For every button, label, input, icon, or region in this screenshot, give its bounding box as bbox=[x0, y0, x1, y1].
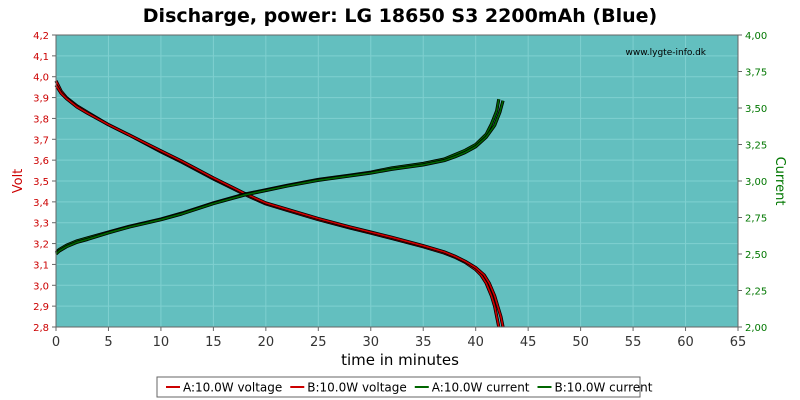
y-left-tick-label: 3,4 bbox=[33, 198, 49, 209]
y-left-tick-label: 3,3 bbox=[33, 219, 49, 230]
y-axis-right-label: Current bbox=[772, 157, 787, 206]
x-tick-label: 65 bbox=[730, 335, 747, 350]
x-tick-label: 40 bbox=[467, 335, 484, 350]
legend-label: B:10.0W current bbox=[555, 381, 653, 395]
y-right-tick-label: 3,00 bbox=[745, 177, 767, 188]
y-right-tick-label: 3,50 bbox=[745, 104, 767, 115]
x-tick-label: 15 bbox=[205, 335, 222, 350]
legend: A:10.0W voltage B:10.0W voltage A:10.0W cu… bbox=[166, 381, 653, 395]
x-tick-label: 10 bbox=[153, 335, 170, 350]
x-tick-label: 20 bbox=[258, 335, 275, 350]
x-tick-label: 50 bbox=[572, 335, 589, 350]
series-line bbox=[55, 84, 504, 328]
y-right-tick-label: 3,75 bbox=[745, 68, 767, 79]
x-axis-label: time in minutes bbox=[341, 351, 459, 369]
x-tick-label: 30 bbox=[362, 335, 379, 350]
y-left-tick-label: 3,6 bbox=[33, 156, 49, 167]
x-tick-label: 60 bbox=[677, 335, 694, 350]
watermark: www.lygte-info.dk bbox=[626, 48, 707, 58]
legend-label: A:10.0W current bbox=[432, 381, 530, 395]
legend-label: B:10.0W voltage bbox=[307, 381, 407, 395]
legend-label: A:10.0W voltage bbox=[183, 381, 282, 395]
y-left-tick-label: 3,8 bbox=[33, 114, 49, 125]
y-axis-left-label: Volt bbox=[11, 169, 26, 194]
x-tick-label: 5 bbox=[104, 335, 112, 350]
series-line bbox=[55, 100, 504, 255]
legend-box bbox=[156, 376, 641, 398]
y-left-tick-label: 4,1 bbox=[33, 52, 49, 63]
y-left-tick-label: 3,9 bbox=[33, 94, 49, 105]
x-tick-label: 35 bbox=[415, 335, 432, 350]
chart-title: Discharge, power: LG 18650 S3 2200mAh (B… bbox=[143, 5, 657, 27]
x-tick-label: 45 bbox=[520, 335, 537, 350]
x-tick-label: 55 bbox=[625, 335, 642, 350]
y-right-tick-label: 2,25 bbox=[745, 287, 767, 298]
x-tick-label: 0 bbox=[52, 335, 60, 350]
y-right-tick-label: 3,25 bbox=[745, 141, 767, 152]
series-lines bbox=[54, 80, 505, 328]
y-left-tick-label: 2,9 bbox=[33, 302, 49, 313]
x-tick-label: 25 bbox=[310, 335, 327, 350]
y-left-tick-label: 3,7 bbox=[33, 135, 49, 146]
y-left-tick-label: 4,2 bbox=[33, 31, 49, 42]
y-left-tick-label: 3,5 bbox=[33, 177, 49, 188]
y-left-tick-label: 2,8 bbox=[33, 323, 49, 334]
y-right-tick-label: 2,50 bbox=[745, 250, 767, 261]
y-right-tick-label: 2,75 bbox=[745, 214, 767, 225]
y-left-tick-label: 3,2 bbox=[33, 240, 49, 251]
y-right-tick-label: 2,00 bbox=[745, 323, 767, 334]
y-left-tick-label: 4,0 bbox=[33, 73, 49, 84]
y-right-tick-label: 4,00 bbox=[745, 31, 767, 42]
y-left-tick-label: 3,1 bbox=[33, 260, 49, 271]
y-left-tick-label: 3,0 bbox=[33, 281, 49, 292]
axis-ticks: 0 5 10 15 20 25 30 35 40 45 50 55 60 65 2,8 2,9 3,0 3,1 3,… bbox=[33, 31, 767, 350]
